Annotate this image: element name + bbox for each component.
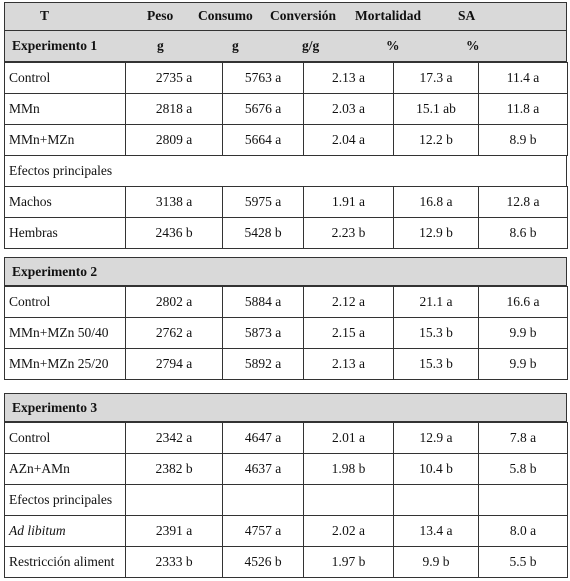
section-title: Experimento 3 xyxy=(12,399,98,415)
value-cell: 4637 a xyxy=(222,453,304,485)
section-header xyxy=(4,393,567,422)
value-cell: 12.9 a xyxy=(393,422,479,454)
column-header: Mortalidad xyxy=(355,8,421,23)
value-cell: 5873 a xyxy=(222,317,304,349)
value-cell: 10.4 b xyxy=(393,453,479,485)
row-label: MMn xyxy=(4,93,126,125)
value-cell: 2.12 a xyxy=(303,286,394,318)
value-cell: 2794 a xyxy=(125,348,223,380)
row-label: MMn+MZn 50/40 xyxy=(4,317,126,349)
value-cell: 2.04 a xyxy=(303,124,394,156)
section-header xyxy=(4,257,567,286)
value-cell: 2809 a xyxy=(125,124,223,156)
row-label: MMn+MZn 25/20 xyxy=(4,348,126,380)
value-cell: 5.5 b xyxy=(478,546,568,578)
value-cell: 9.9 b xyxy=(393,546,479,578)
value-cell: 12.2 b xyxy=(393,124,479,156)
unit-label: % xyxy=(386,38,400,53)
value-cell: 2818 a xyxy=(125,93,223,125)
value-cell: 5763 a xyxy=(222,62,304,94)
row-label: Control xyxy=(4,62,126,94)
value-cell: 8.6 b xyxy=(478,217,568,249)
value-cell: 2802 a xyxy=(125,286,223,318)
value-cell: 9.9 b xyxy=(478,348,568,380)
row-label: Machos xyxy=(4,186,126,218)
value-cell: 11.8 a xyxy=(478,93,568,125)
section-title: Experimento 2 xyxy=(12,263,98,279)
empty-cell xyxy=(393,484,479,516)
value-cell: 16.8 a xyxy=(393,186,479,218)
value-cell: 2.15 a xyxy=(303,317,394,349)
value-cell: 8.9 b xyxy=(478,124,568,156)
value-cell: 2.13 a xyxy=(303,348,394,380)
value-cell: 2436 b xyxy=(125,217,223,249)
value-cell: 17.3 a xyxy=(393,62,479,94)
value-cell: 5.8 b xyxy=(478,453,568,485)
value-cell: 2382 b xyxy=(125,453,223,485)
value-cell: 15.1 ab xyxy=(393,93,479,125)
section-title: Experimento 1 xyxy=(12,38,98,53)
value-cell: 15.3 b xyxy=(393,317,479,349)
section-header xyxy=(4,30,567,62)
column-header: Conversión xyxy=(270,8,337,23)
value-cell: 15.3 b xyxy=(393,348,479,380)
value-cell: 12.9 b xyxy=(393,217,479,249)
value-cell: 2.02 a xyxy=(303,515,394,547)
value-cell: 2342 a xyxy=(125,422,223,454)
value-cell: 5676 a xyxy=(222,93,304,125)
value-cell: 5892 a xyxy=(222,348,304,380)
empty-cell xyxy=(222,484,304,516)
value-cell: 2.03 a xyxy=(303,93,394,125)
value-cell: 2.23 b xyxy=(303,217,394,249)
row-label: MMn+MZn xyxy=(4,124,126,156)
value-cell: 1.97 b xyxy=(303,546,394,578)
value-cell: 2.01 a xyxy=(303,422,394,454)
value-cell: 5884 a xyxy=(222,286,304,318)
value-cell: 5664 a xyxy=(222,124,304,156)
empty-cell xyxy=(303,484,394,516)
value-cell: 13.4 a xyxy=(393,515,479,547)
value-cell: 7.8 a xyxy=(478,422,568,454)
empty-cell xyxy=(478,484,568,516)
row-label: Efectos principales xyxy=(4,484,126,516)
value-cell: 1.91 a xyxy=(303,186,394,218)
value-cell: 2735 a xyxy=(125,62,223,94)
value-cell: 12.8 a xyxy=(478,186,568,218)
empty-cell xyxy=(125,484,223,516)
value-cell: 16.6 a xyxy=(478,286,568,318)
value-cell: 5428 b xyxy=(222,217,304,249)
unit-label: g xyxy=(232,38,239,53)
row-label: AZn+AMn xyxy=(4,453,126,485)
value-cell: 3138 a xyxy=(125,186,223,218)
value-cell: 1.98 b xyxy=(303,453,394,485)
row-label: Control xyxy=(4,286,126,318)
value-cell: 11.4 a xyxy=(478,62,568,94)
column-header: SA xyxy=(458,8,476,23)
value-cell: 21.1 a xyxy=(393,286,479,318)
column-header: T xyxy=(40,8,50,23)
row-label: Control xyxy=(4,422,126,454)
value-cell: 8.0 a xyxy=(478,515,568,547)
value-cell: 2333 b xyxy=(125,546,223,578)
column-header: Peso xyxy=(147,8,174,23)
value-cell: 2762 a xyxy=(125,317,223,349)
value-cell: 4647 a xyxy=(222,422,304,454)
unit-label: g xyxy=(157,38,164,53)
value-cell: 2.13 a xyxy=(303,62,394,94)
value-cell: 9.9 b xyxy=(478,317,568,349)
value-cell: 4526 b xyxy=(222,546,304,578)
row-label: Restricción aliment xyxy=(4,546,126,578)
value-cell: 5975 a xyxy=(222,186,304,218)
unit-label: g/g xyxy=(302,38,320,53)
row-label: Hembras xyxy=(4,217,126,249)
row-label: Efectos principales xyxy=(4,155,567,187)
column-header: Consumo xyxy=(198,8,253,23)
unit-label: % xyxy=(466,38,480,53)
value-cell: 4757 a xyxy=(222,515,304,547)
value-cell: 2391 a xyxy=(125,515,223,547)
row-label: Ad libitum xyxy=(4,515,126,547)
